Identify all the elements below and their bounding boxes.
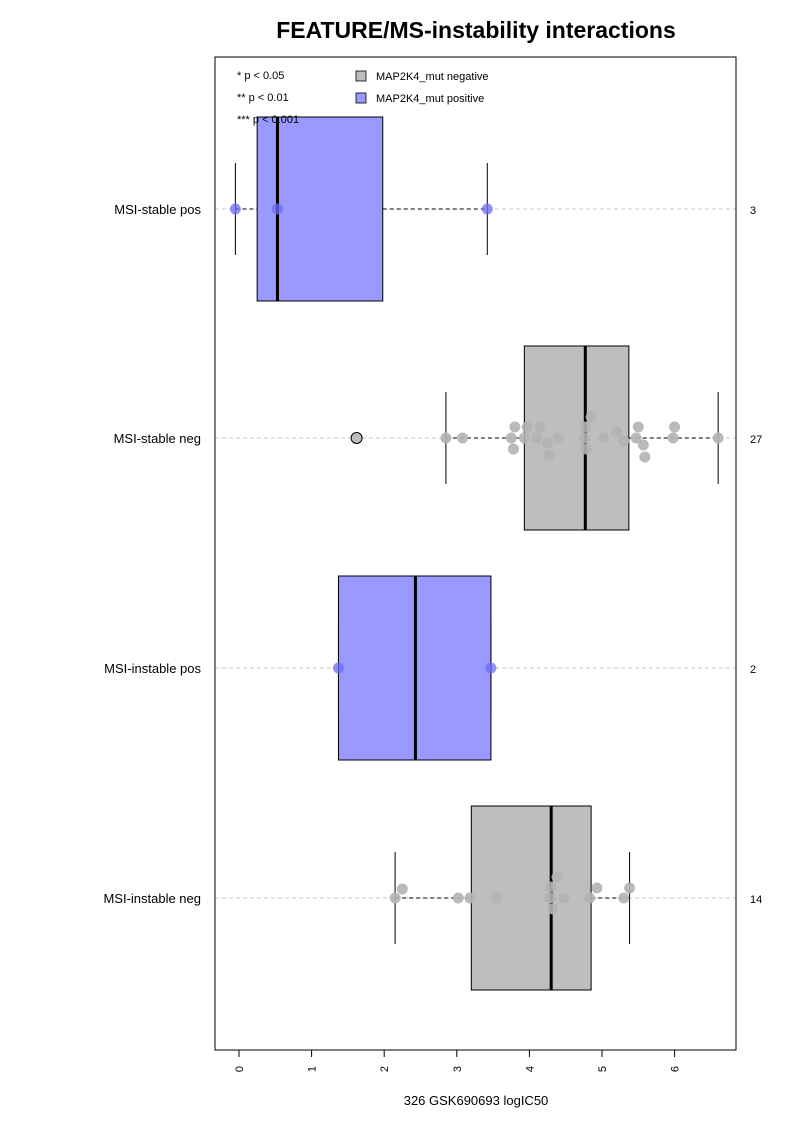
data-point (481, 203, 493, 215)
group-label: MSI-stable neg (114, 431, 201, 446)
chart-title: FEATURE/MS-instability interactions (276, 17, 676, 43)
group-count: 2 (750, 664, 756, 676)
data-point (584, 892, 596, 904)
sig-legend-3: *** p < 0.001 (237, 114, 299, 126)
data-point (543, 449, 555, 461)
mutation-legend: MAP2K4_mut negative MAP2K4_mut positive (355, 70, 489, 105)
data-point (624, 882, 636, 894)
data-point (545, 881, 557, 893)
data-point (534, 421, 546, 433)
data-point (591, 882, 603, 894)
x-axis: 0 1 2 3 4 5 6 (234, 1049, 682, 1072)
data-point (639, 451, 651, 463)
x-tick-label: 6 (670, 1066, 682, 1072)
group-count: 14 (750, 894, 762, 906)
legend-swatch-positive (355, 92, 367, 104)
data-point (542, 437, 554, 449)
x-tick-label: 5 (597, 1066, 609, 1072)
data-point (507, 443, 519, 455)
data-point (611, 426, 623, 438)
data-point (667, 432, 679, 444)
x-axis-label: 326 GSK690693 logIC50 (404, 1093, 549, 1108)
data-point (618, 892, 630, 904)
data-point (551, 871, 563, 883)
data-point (618, 435, 630, 447)
data-point (580, 443, 592, 455)
legend-label-positive: MAP2K4_mut positive (376, 93, 484, 105)
data-point (271, 203, 283, 215)
data-point (558, 892, 570, 904)
group-count: 3 (750, 205, 756, 217)
data-point (632, 421, 644, 433)
data-point (485, 662, 497, 674)
significance-legend: * p < 0.05 ** p < 0.01 *** p < 0.001 (237, 70, 299, 126)
box-group (229, 116, 493, 302)
data-point (637, 439, 649, 451)
x-tick-label: 2 (379, 1066, 391, 1072)
sig-legend-1: * p < 0.05 (237, 70, 284, 82)
box-group (332, 575, 497, 761)
outlier-point (350, 432, 363, 444)
group-label: MSI-instable neg (103, 891, 201, 906)
data-point (457, 432, 469, 444)
data-point (505, 432, 517, 444)
legend-swatch-negative (355, 70, 367, 82)
group-label: MSI-instable pos (104, 661, 201, 676)
group-count: 27 (750, 434, 762, 446)
data-point (531, 432, 543, 444)
data-point (552, 432, 564, 444)
box-group (350, 345, 724, 531)
data-point (464, 892, 476, 904)
sig-legend-2: ** p < 0.01 (237, 92, 289, 104)
box (470, 805, 592, 991)
legend-label-negative: MAP2K4_mut negative (376, 71, 489, 83)
box-group (389, 805, 636, 991)
x-tick-label: 1 (307, 1066, 319, 1072)
data-point (585, 411, 597, 423)
group-label: MSI-stable pos (114, 202, 201, 217)
data-point (547, 903, 559, 915)
data-point (389, 892, 401, 904)
x-tick-label: 3 (452, 1066, 464, 1072)
data-point (579, 421, 591, 433)
data-point (440, 432, 452, 444)
x-tick-label: 4 (524, 1066, 536, 1072)
data-point (579, 432, 591, 444)
data-point (509, 421, 521, 433)
data-point (452, 892, 464, 904)
x-tick-label: 0 (234, 1066, 246, 1072)
data-point (712, 432, 724, 444)
data-point (597, 432, 609, 444)
data-point (544, 892, 556, 904)
data-point (229, 203, 241, 215)
data-point (332, 662, 344, 674)
data-point (396, 883, 408, 895)
data-point (669, 421, 681, 433)
data-point (630, 432, 642, 444)
data-point (521, 421, 533, 433)
data-point (491, 892, 503, 904)
data-point (518, 432, 530, 444)
